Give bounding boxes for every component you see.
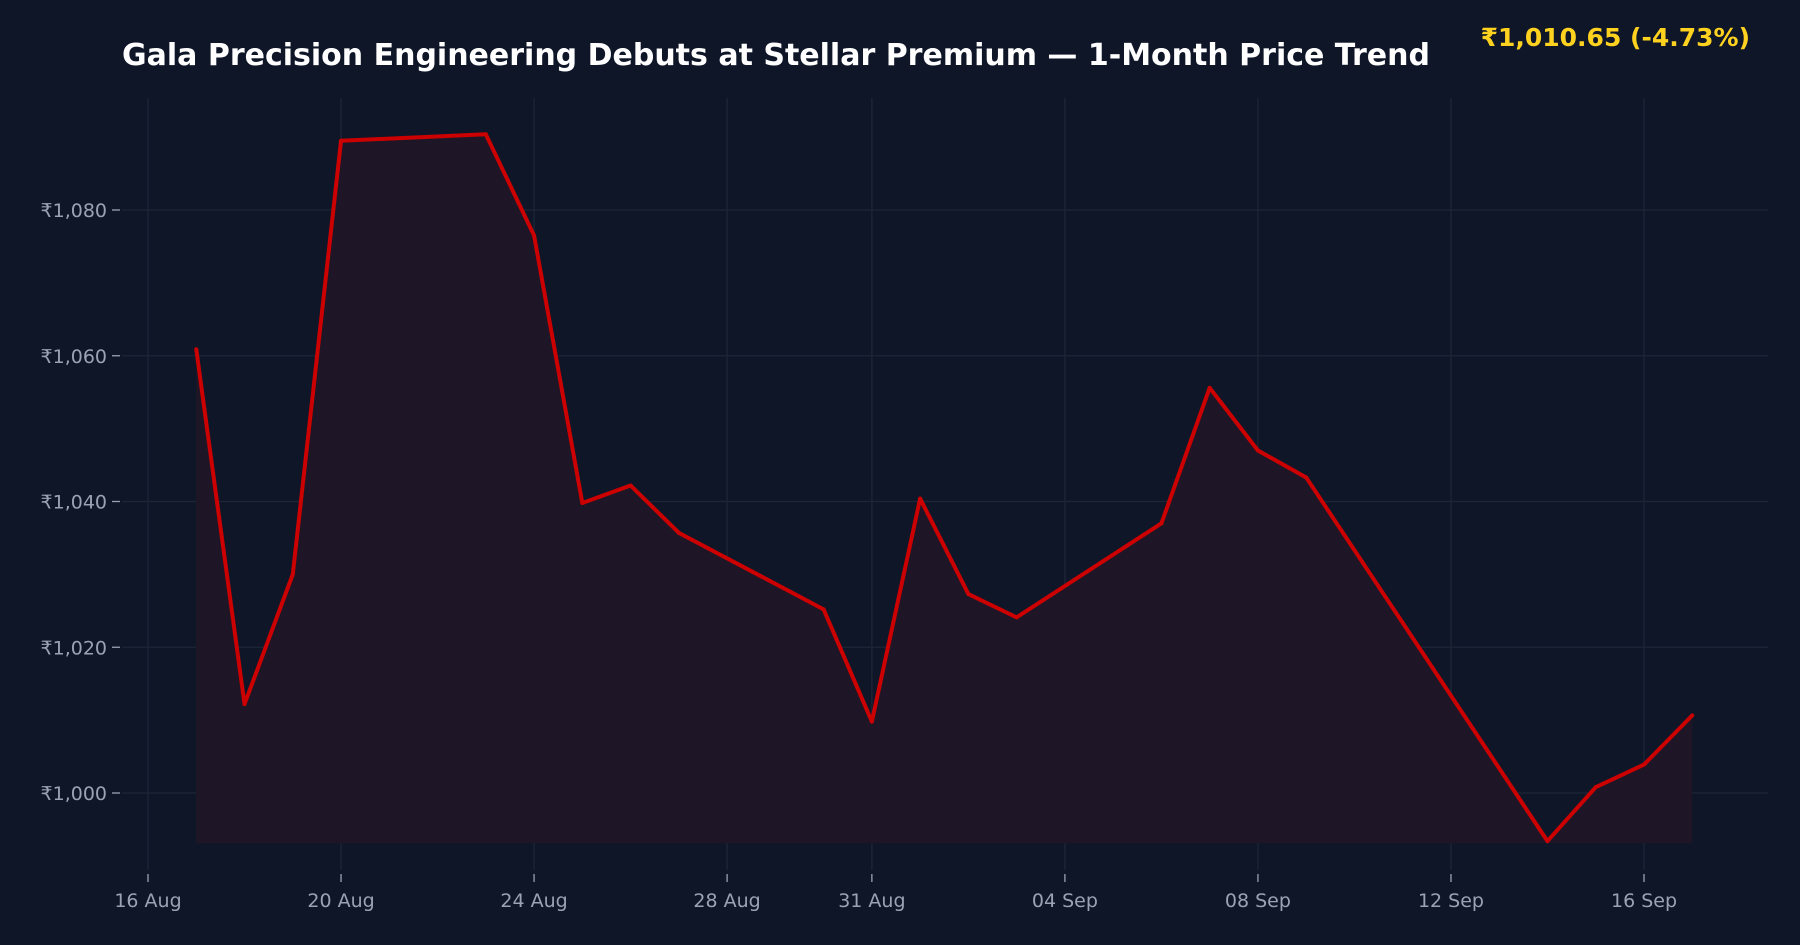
line-layer	[194, 132, 1695, 844]
area-layer	[196, 134, 1693, 844]
y-tick-label: ₹1,080	[41, 200, 107, 222]
price-point	[580, 500, 585, 505]
price-point	[628, 483, 633, 488]
x-tick-label: 24 Aug	[500, 890, 567, 912]
price-point	[483, 132, 488, 137]
price-point	[1207, 385, 1212, 390]
x-tick-label: 31 Aug	[838, 890, 905, 912]
price-point	[1304, 475, 1309, 480]
price-point	[966, 592, 971, 597]
x-tick-label: 16 Aug	[114, 890, 181, 912]
price-point	[1642, 762, 1646, 767]
x-tick-label: 20 Aug	[307, 890, 374, 912]
y-tick-label: ₹1,000	[41, 783, 107, 805]
x-tick-label: 12 Sep	[1418, 890, 1484, 912]
price-point	[676, 530, 681, 535]
price-point	[242, 702, 247, 707]
price-area-fill	[196, 134, 1693, 844]
price-point	[869, 719, 874, 724]
price-point	[1593, 785, 1598, 790]
y-tick-label: ₹1,060	[41, 346, 107, 368]
y-tick-label: ₹1,040	[41, 492, 107, 514]
x-tick-label: 16 Sep	[1611, 890, 1677, 912]
x-tick-label: 04 Sep	[1032, 890, 1098, 912]
price-point	[290, 572, 295, 577]
price-point	[1159, 521, 1164, 526]
x-tick-label: 28 Aug	[693, 890, 760, 912]
price-change-label: ₹1,010.65 (-4.73%)	[1481, 23, 1750, 52]
price-point	[1690, 713, 1695, 718]
axis-layer: 16 Aug 20 Aug 24 Aug 28 Aug 31 Aug 04 Sep 08 S…	[41, 200, 1678, 912]
price-point	[194, 347, 199, 352]
x-tick-label: 08 Sep	[1225, 890, 1291, 912]
price-line	[194, 132, 1694, 844]
y-tick-label: ₹1,020	[41, 637, 107, 659]
price-point	[1255, 448, 1260, 453]
price-point	[918, 496, 923, 501]
price-point	[821, 607, 826, 612]
price-point	[1014, 615, 1019, 620]
price-point	[1545, 839, 1550, 844]
price-point	[532, 233, 537, 238]
price-point	[339, 138, 344, 143]
chart-title: Gala Precision Engineering Debuts at Ste…	[122, 38, 1430, 73]
